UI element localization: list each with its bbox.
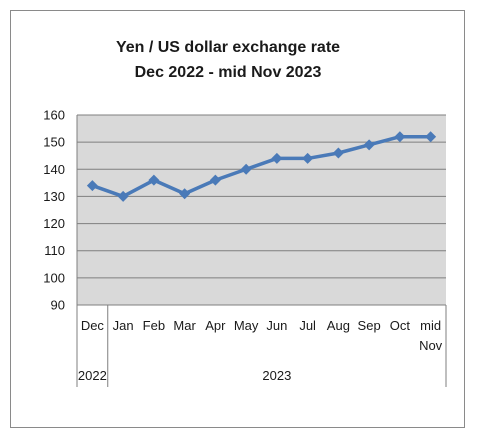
y-tick-label: 150 xyxy=(43,135,65,150)
data-point-marker xyxy=(86,180,98,192)
data-point-marker xyxy=(117,190,129,202)
y-tick-label: 110 xyxy=(44,243,65,258)
x-tick-label: mid xyxy=(420,318,441,333)
y-tick-label: 160 xyxy=(43,108,65,123)
x-group-label: 2022 xyxy=(78,368,107,383)
data-point-marker xyxy=(271,152,283,164)
y-tick-label: 100 xyxy=(43,270,65,285)
data-point-marker xyxy=(425,131,437,143)
data-point-marker xyxy=(209,174,221,186)
y-tick-label: 130 xyxy=(43,189,65,204)
x-tick-label: Sep xyxy=(358,318,381,333)
data-point-marker xyxy=(240,163,252,175)
y-tick-label: 140 xyxy=(43,162,65,177)
x-group-label: 2023 xyxy=(262,368,291,383)
data-point-marker xyxy=(179,188,191,200)
x-tick-label: Oct xyxy=(390,318,411,333)
data-point-marker xyxy=(363,139,375,151)
x-tick-label: Aug xyxy=(327,318,350,333)
y-tick-label: 120 xyxy=(43,216,65,231)
x-tick-label: Nov xyxy=(419,338,443,353)
chart-title-line-2: Dec 2022 - mid Nov 2023 xyxy=(135,64,322,81)
plot-area xyxy=(77,115,446,305)
series-line xyxy=(91,134,431,199)
data-point-marker xyxy=(302,152,314,164)
data-point-marker xyxy=(148,174,160,186)
x-tick-label: Jan xyxy=(113,318,134,333)
x-tick-label: Feb xyxy=(143,318,165,333)
x-tick-label: May xyxy=(234,318,259,333)
chart-title-line-1: Yen / US dollar exchange rate xyxy=(116,39,340,56)
x-tick-label: Dec xyxy=(81,318,105,333)
x-tick-label: Jul xyxy=(299,318,316,333)
y-tick-label: 90 xyxy=(51,298,65,313)
x-tick-label: Jun xyxy=(266,318,287,333)
data-point-marker xyxy=(394,131,406,143)
x-tick-label: Apr xyxy=(205,318,226,333)
data-point-marker xyxy=(332,147,344,159)
x-tick-label: Mar xyxy=(173,318,196,333)
